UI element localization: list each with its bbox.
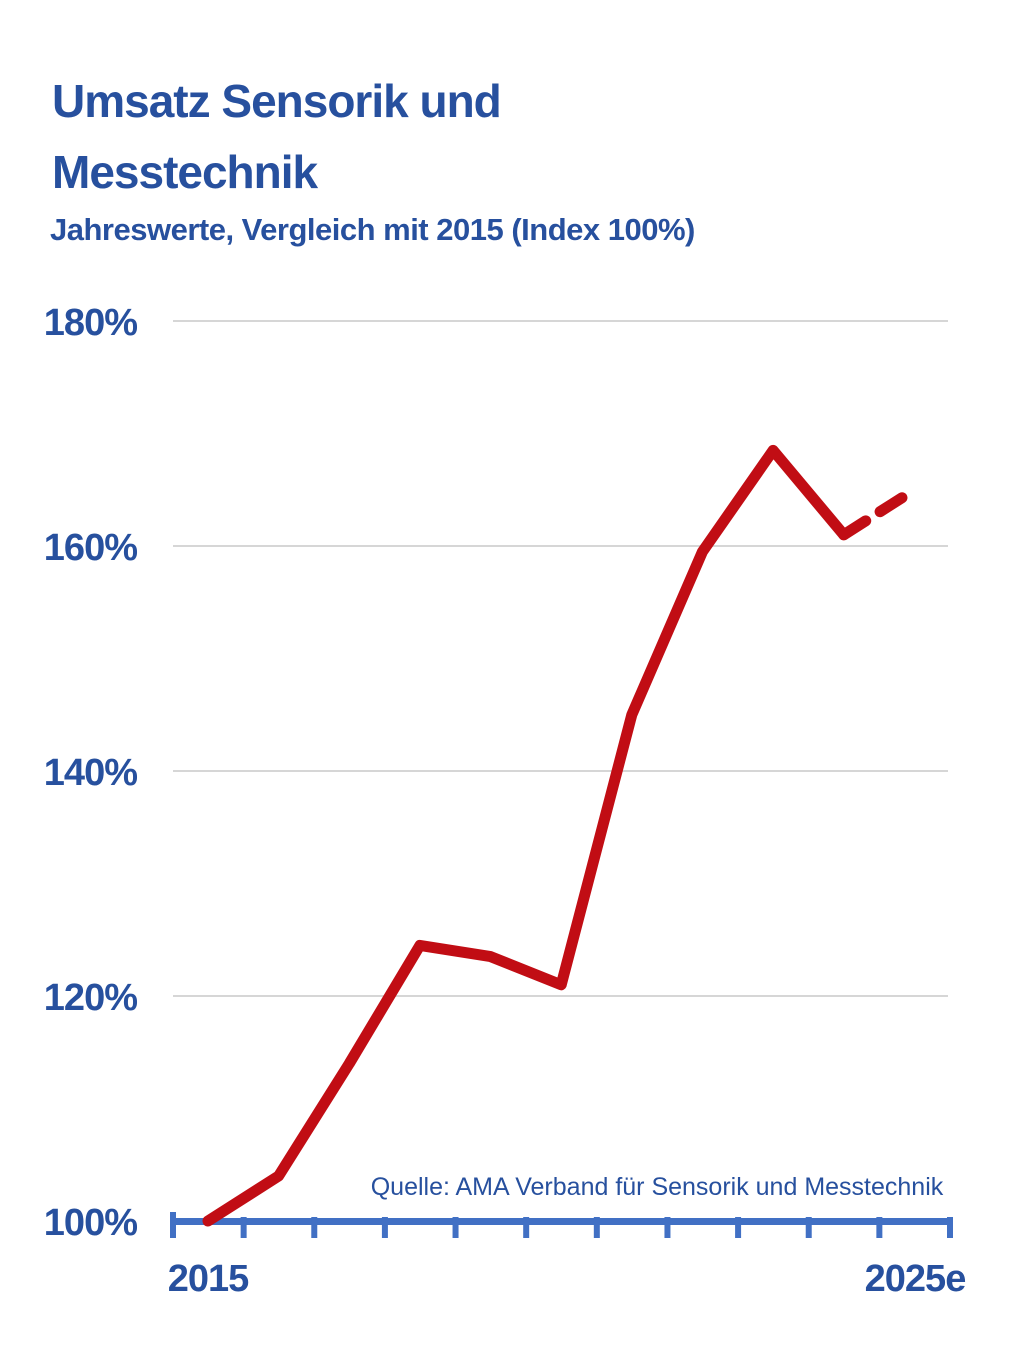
y-axis-label: 140% — [44, 752, 137, 794]
y-axis-label: 100% — [44, 1202, 137, 1244]
revenue-line-dashed-forecast — [838, 484, 920, 541]
revenue-line-solid — [202, 444, 850, 1227]
y-axis-label: 120% — [44, 977, 137, 1019]
x-axis-ticks — [170, 1212, 953, 1238]
x-axis-label-2015: 2015 — [168, 1258, 249, 1300]
chart-title: Umsatz Sensorik und Messtechnik — [52, 75, 502, 198]
y-axis-labels: 100% 120% 140% 160% 180% — [44, 302, 138, 1244]
y-axis-label: 160% — [44, 527, 137, 569]
x-axis-label-2025e: 2025e — [865, 1258, 966, 1300]
source-text: Quelle: AMA Verband für Sensorik und Mes… — [371, 1173, 944, 1201]
gridlines — [173, 320, 948, 997]
y-axis-label: 180% — [44, 302, 137, 344]
chart-subtitle: Jahreswerte, Vergleich mit 2015 (Index 1… — [50, 212, 695, 247]
line-chart: 100% 120% 140% 160% 180% Quelle: AMA Verband… — [44, 302, 967, 1300]
